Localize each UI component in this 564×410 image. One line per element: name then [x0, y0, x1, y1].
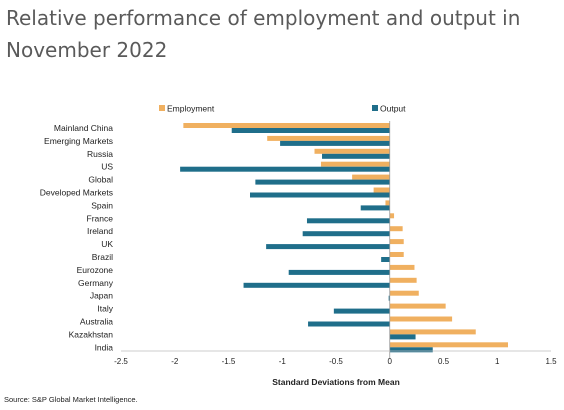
bar-output-australia: [308, 321, 390, 327]
x-tick-label: 1.5: [545, 357, 557, 366]
bar-output-japan: [388, 295, 390, 301]
bar-output-spain: [360, 205, 390, 211]
bar-employment-russia: [314, 148, 390, 154]
bar-employment-developed-markets: [373, 187, 390, 193]
bar-output-france: [306, 218, 390, 224]
category-label-ireland: Ireland: [87, 226, 113, 236]
bar-output-global: [255, 179, 390, 185]
bars-output: [180, 128, 433, 353]
x-tick-labels: -2.5 -2 -1.5 -1 -0.5 0 0.5 1 1.5: [114, 357, 557, 366]
x-axis-label: Standard Deviations from Mean: [272, 377, 400, 387]
bar-output-germany: [243, 282, 390, 288]
bar-output-us: [180, 166, 390, 172]
category-label-japan: Japan: [90, 291, 113, 301]
category-label-germany: Germany: [78, 278, 114, 288]
bar-employment-india: [389, 342, 508, 348]
bar-employment-germany: [389, 277, 417, 283]
bar-output-mainland-china: [231, 128, 390, 133]
category-label-us: US: [101, 162, 113, 172]
x-tick-label: 1: [495, 357, 500, 366]
bar-employment-global: [352, 174, 390, 180]
bar-employment-us: [320, 161, 390, 167]
category-label-brazil: Brazil: [92, 252, 113, 262]
category-label-global: Global: [88, 175, 113, 185]
bar-employment-brazil: [389, 252, 404, 257]
category-label-developed-markets: Developed Markets: [40, 188, 113, 198]
bar-employment-france: [389, 213, 395, 219]
bar-output-uk: [266, 244, 390, 250]
category-label-emerging-markets: Emerging Markets: [44, 136, 113, 146]
bar-employment-italy: [389, 303, 446, 309]
bar-output-ireland: [302, 231, 390, 237]
x-tick-label: -2: [171, 357, 179, 366]
bar-employment-australia: [389, 316, 453, 322]
x-tick-label: 0: [388, 357, 393, 366]
category-label-australia: Australia: [80, 317, 113, 327]
bar-output-italy: [333, 308, 390, 314]
bar-employment-uk: [389, 239, 404, 245]
bar-output-kazakhstan: [389, 334, 416, 340]
bar-output-russia: [322, 153, 390, 159]
bar-employment-emerging-markets: [267, 135, 390, 141]
legend-output-swatch: [372, 105, 378, 111]
bar-output-eurozone: [288, 269, 390, 275]
bars-employment: [183, 123, 508, 348]
source-note: Source: S&P Global Market Intelligence.: [4, 395, 138, 404]
category-label-uk: UK: [101, 239, 113, 249]
bar-employment-japan: [389, 290, 419, 296]
category-label-mainland-china: Mainland China: [54, 123, 113, 133]
bar-output-india: [389, 347, 433, 353]
bar-employment-spain: [385, 200, 390, 206]
category-label-russia: Russia: [87, 149, 113, 159]
x-tick-label: -2.5: [114, 357, 128, 366]
bar-employment-mainland-china: [183, 123, 390, 128]
legend-employment-swatch: [159, 105, 165, 111]
bar-output-emerging-markets: [280, 140, 390, 146]
legend: Employment Output: [159, 104, 406, 114]
legend-employment-label: Employment: [167, 104, 215, 114]
chart: Employment Output Mainland China Emerging…: [40, 104, 557, 388]
category-label-france: France: [87, 213, 114, 223]
category-label-spain: Spain: [91, 200, 113, 210]
bar-employment-ireland: [389, 226, 403, 232]
bar-output-brazil: [381, 257, 390, 262]
category-label-kazakhstan: Kazakhstan: [69, 329, 114, 339]
x-tick-label: -1: [279, 357, 287, 366]
x-tick-label: -0.5: [329, 357, 343, 366]
chart-title: Relative performance of employment and o…: [6, 6, 521, 62]
category-label-eurozone: Eurozone: [77, 265, 114, 275]
category-labels: Mainland China Emerging Markets Russia US Gl…: [40, 123, 114, 352]
legend-output-label: Output: [380, 104, 406, 114]
x-tick-label: -1.5: [222, 357, 236, 366]
bar-output-developed-markets: [250, 192, 390, 198]
bar-employment-kazakhstan: [389, 329, 476, 335]
category-label-italy: Italy: [97, 304, 113, 314]
bar-employment-eurozone: [389, 264, 415, 270]
category-label-india: India: [95, 342, 114, 352]
x-tick-label: 0.5: [438, 357, 450, 366]
